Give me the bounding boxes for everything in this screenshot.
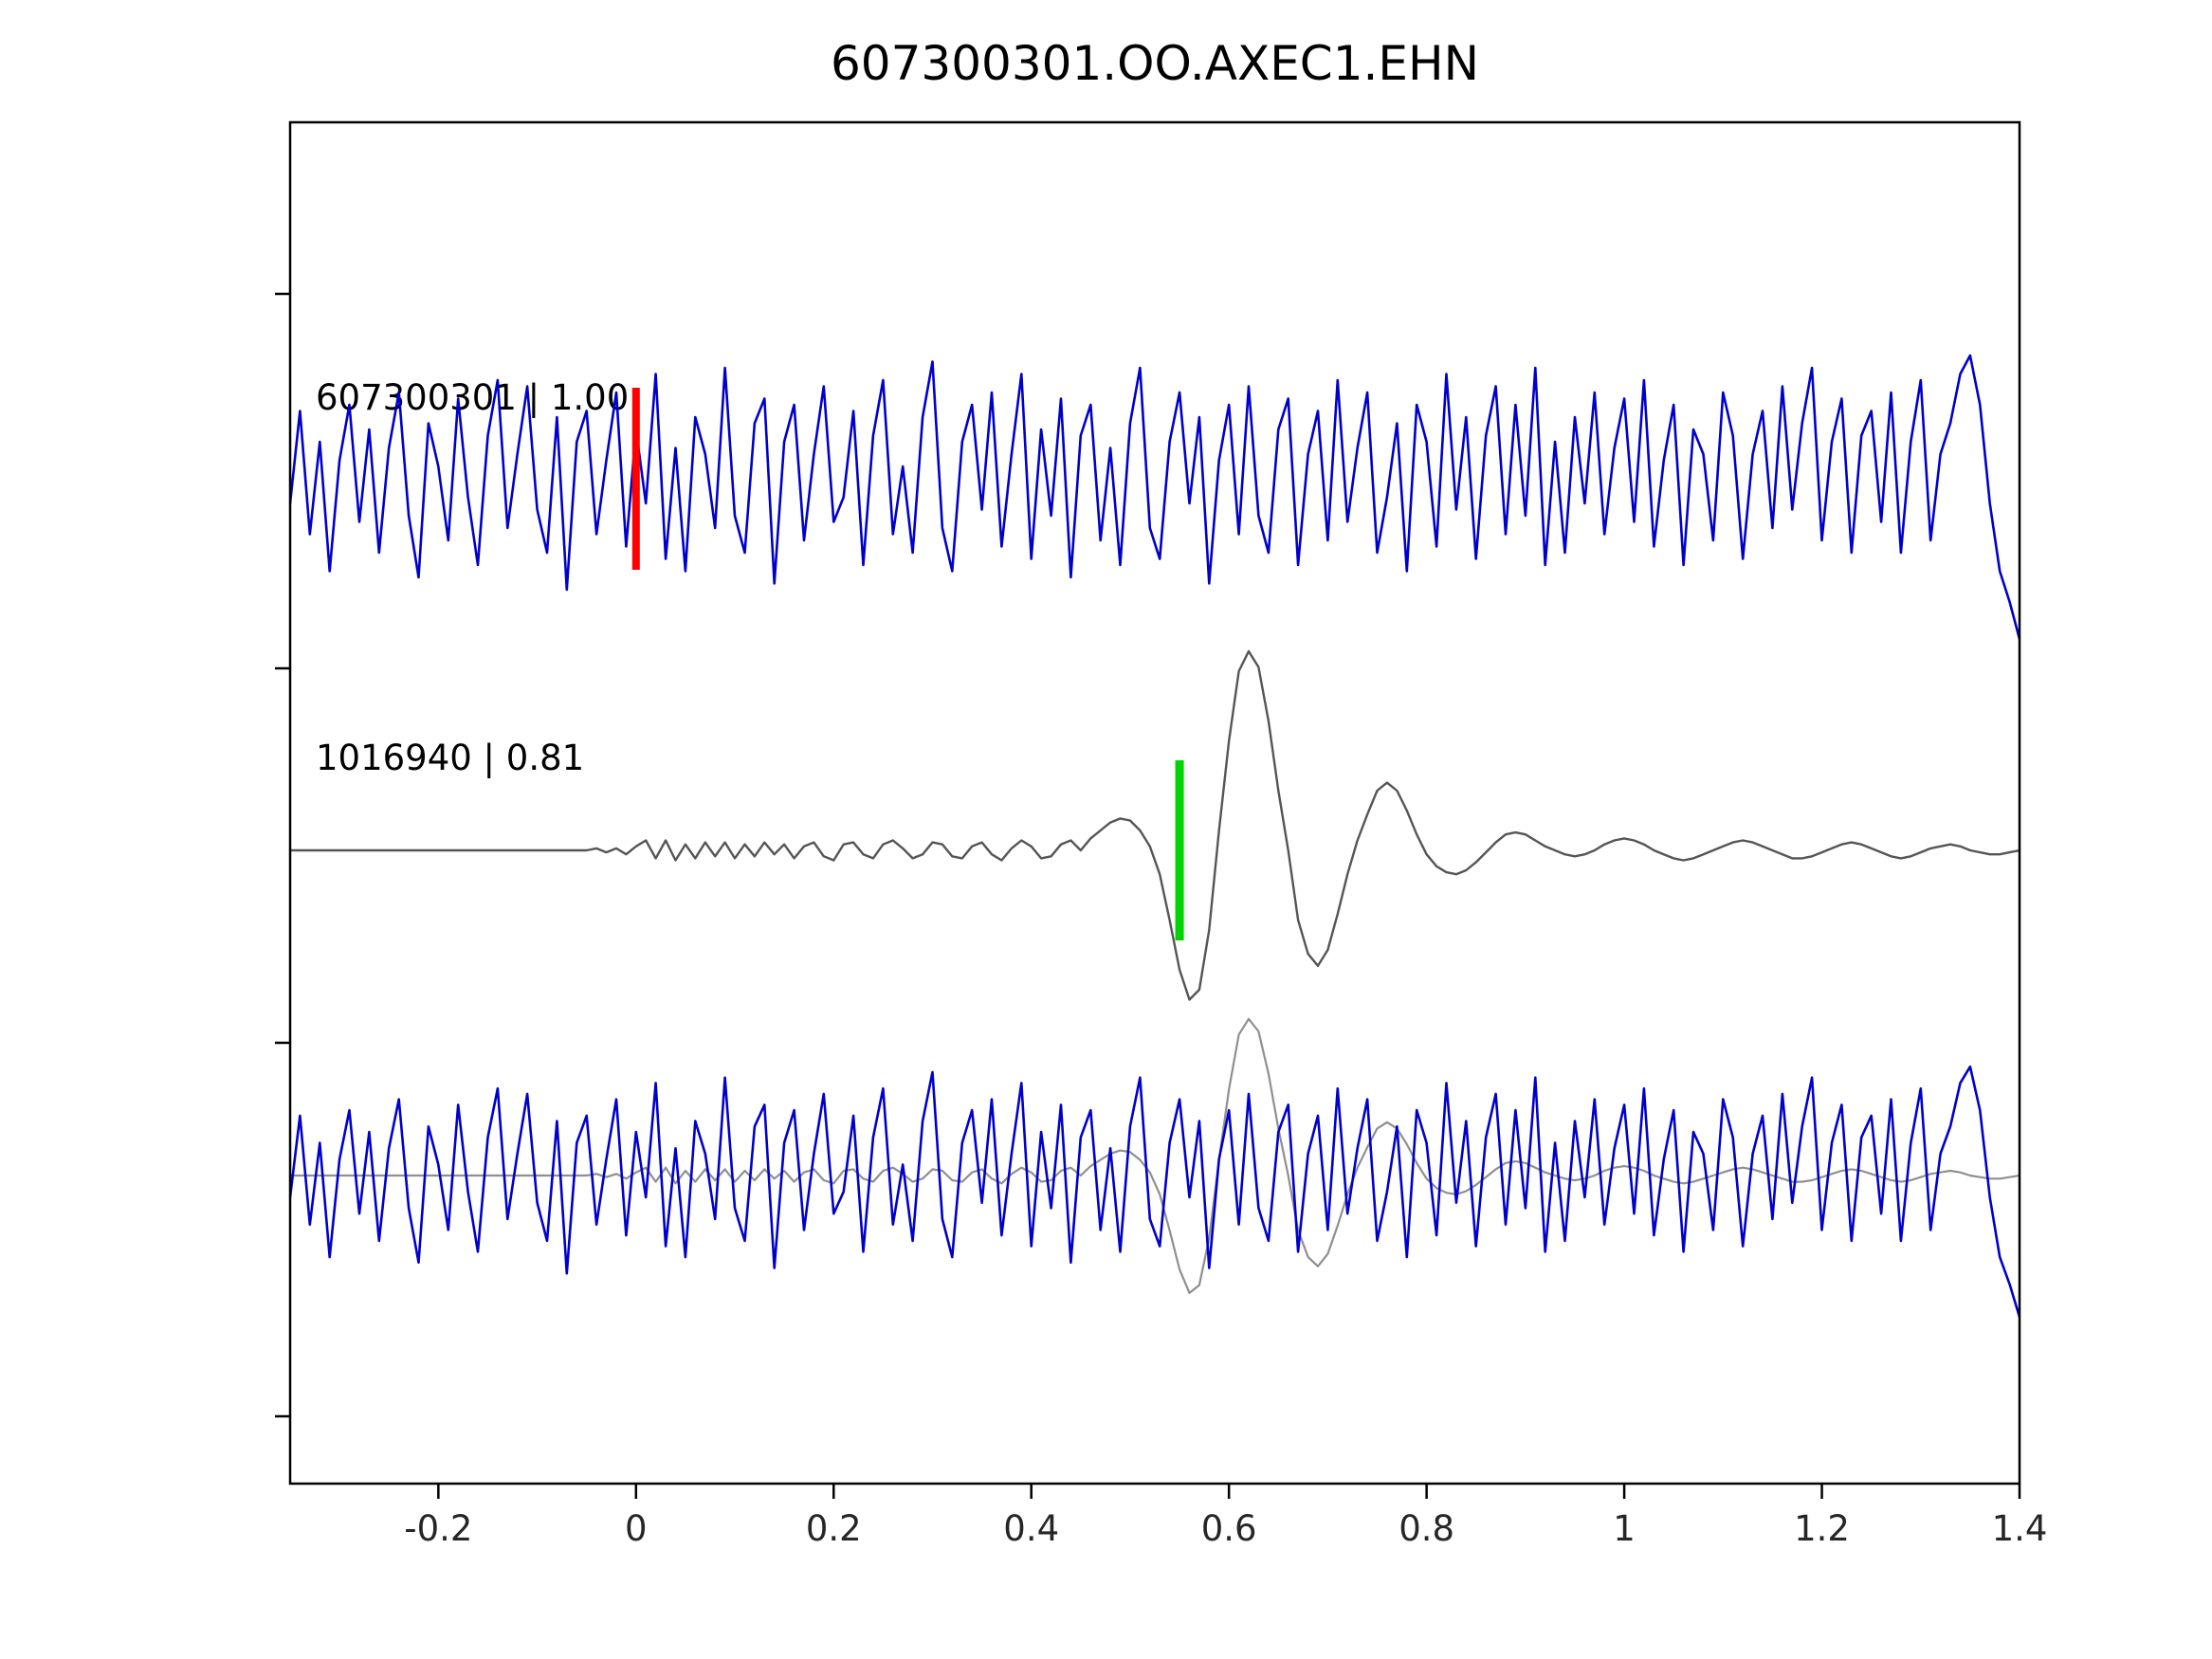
x-tick-label: 1.4 <box>1992 1508 2048 1549</box>
overlay-template-waveform <box>290 1065 2020 1319</box>
x-tick-label: 0 <box>625 1508 648 1549</box>
detection-waveform <box>290 649 2020 1001</box>
tick-labels-layer: -0.2 0 0.2 0.4 0.6 0.8 1 1.2 1.4 <box>404 1508 2047 1549</box>
template-waveform <box>290 354 2020 641</box>
x-tick-label: -0.2 <box>404 1508 472 1549</box>
plot-title: 607300301.OO.AXEC1.EHN <box>830 36 1480 91</box>
x-tick-label: 1.2 <box>1794 1508 1850 1549</box>
ticks-layer <box>275 292 2021 1499</box>
axes-box <box>288 120 2021 1486</box>
x-tick-label: 0.8 <box>1398 1508 1454 1549</box>
x-tick-label: 0.4 <box>1003 1508 1059 1549</box>
overlay-detection-waveform <box>290 1017 2020 1295</box>
pick-markers-layer <box>631 388 1184 940</box>
template-trace-label: 607300301 | 1.00 <box>316 377 630 418</box>
detection-trace-label: 1016940 | 0.81 <box>316 738 585 778</box>
x-tick-label: 1 <box>1613 1508 1636 1549</box>
x-tick-label: 0.6 <box>1201 1508 1257 1549</box>
axis-layer <box>288 120 2021 1486</box>
x-tick-label: 0.2 <box>806 1508 862 1549</box>
traces-layer <box>290 354 2020 1319</box>
